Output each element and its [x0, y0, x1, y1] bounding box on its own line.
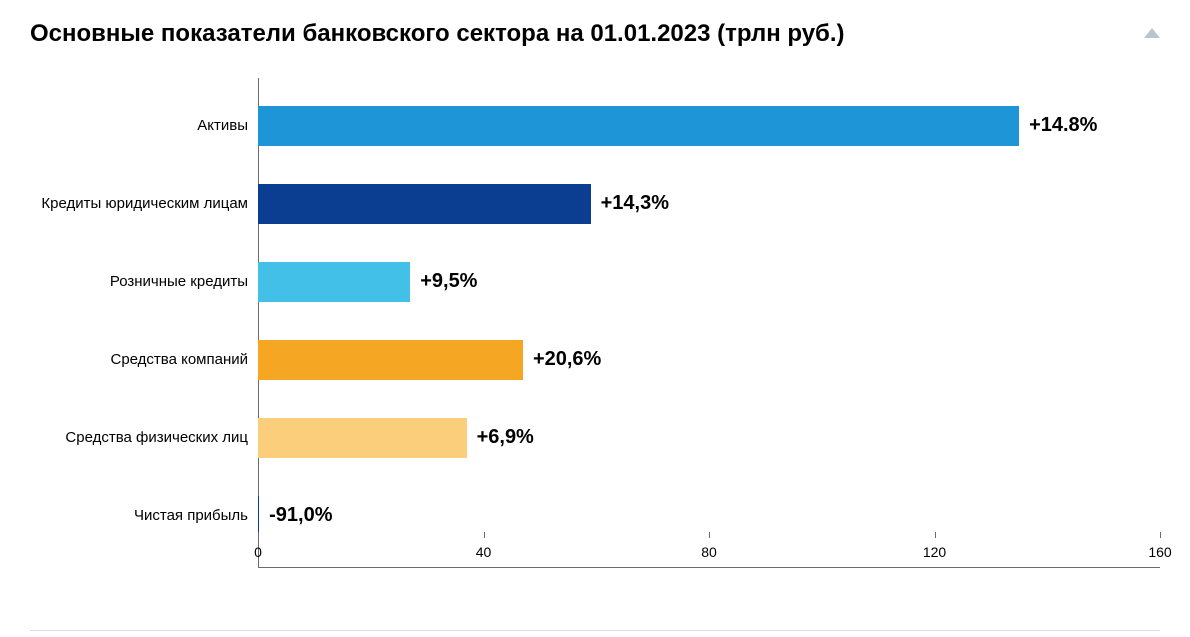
x-tick-label: 80 — [701, 544, 717, 560]
y-axis-line — [258, 78, 259, 568]
x-tick — [258, 532, 259, 538]
category-label: Чистая прибыль — [30, 507, 248, 524]
bar — [258, 262, 410, 302]
chart-area: Активы Кредиты юридическим лицам Розничные… — [30, 78, 1160, 568]
header: Основные показатели банковского сектора … — [30, 20, 1160, 78]
bar — [258, 340, 523, 380]
category-label: Розничные кредиты — [30, 273, 248, 290]
category-label: Средства компаний — [30, 351, 248, 368]
bar — [258, 106, 1019, 146]
x-tick — [1160, 532, 1161, 538]
x-tick-label: 0 — [254, 544, 262, 560]
category-label: Кредиты юридическим лицам — [30, 195, 248, 212]
chart-title: Основные показатели банковского сектора … — [30, 20, 845, 48]
value-label: +14.8% — [1029, 114, 1097, 137]
bar — [258, 496, 259, 536]
footer-divider — [30, 630, 1160, 631]
x-tick-label: 160 — [1148, 544, 1171, 560]
value-label: +9,5% — [420, 270, 477, 293]
value-label: -91,0% — [269, 504, 332, 527]
value-label: +14,3% — [601, 192, 669, 215]
value-label: +20,6% — [533, 348, 601, 371]
value-label: +6,9% — [477, 426, 534, 449]
bar — [258, 418, 467, 458]
x-ticks: 04080120160 — [258, 538, 1160, 568]
x-tick-label: 120 — [923, 544, 946, 560]
category-label: Средства физических лиц — [30, 429, 248, 446]
x-tick — [484, 532, 485, 538]
x-tick-label: 40 — [476, 544, 492, 560]
bar — [258, 184, 591, 224]
collapse-up-icon[interactable] — [1144, 28, 1160, 38]
x-tick — [709, 532, 710, 538]
chart-container: Основные показатели банковского сектора … — [0, 0, 1190, 637]
plot-area: +14.8% +14,3% +9,5% +20,6% +6,9% -91,0% — [258, 78, 1160, 568]
y-labels-column: Активы Кредиты юридическим лицам Розничные… — [30, 78, 258, 568]
x-tick — [935, 532, 936, 538]
category-label: Активы — [30, 117, 248, 134]
